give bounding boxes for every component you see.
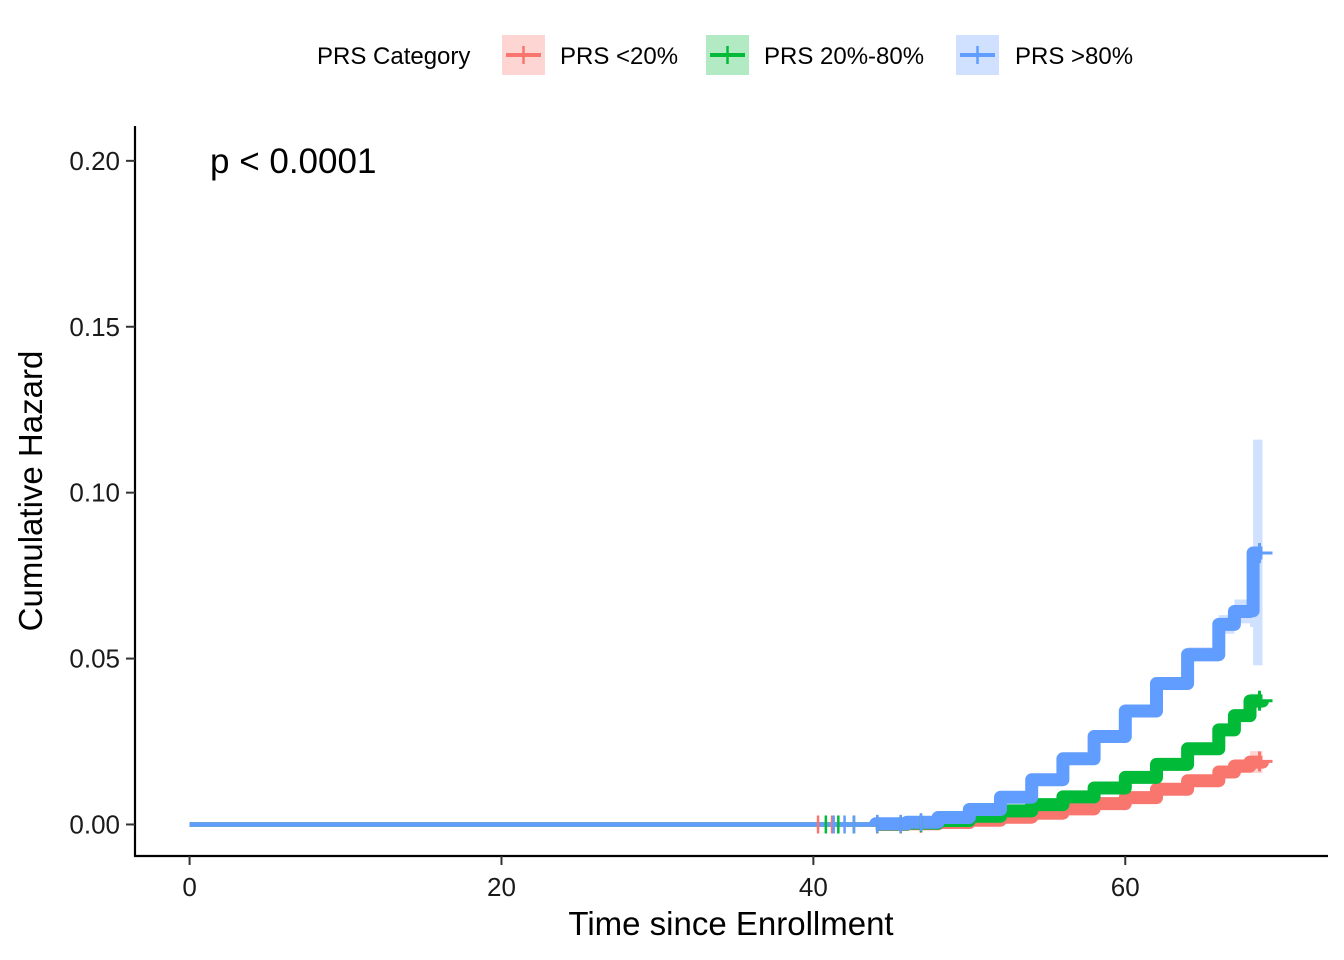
y-axis-title: Cumulative Hazard [12, 351, 49, 632]
p-value-annotation: p < 0.0001 [210, 142, 376, 181]
y-tick-label: 0.20 [69, 146, 120, 176]
y-tick-label: 0.00 [69, 809, 120, 839]
legend-title: PRS Category [317, 43, 470, 70]
x-axis-ticks: 0 20 40 60 [182, 856, 1140, 902]
x-tick-label: 20 [487, 872, 516, 902]
x-tick-label: 0 [182, 872, 196, 902]
legend-label-prs-20-: PRS <20% [560, 43, 678, 70]
hazard-lines [189, 546, 1269, 831]
ci-band-prs-80- [189, 439, 1263, 825]
legend: PRS Category PRS <20% PRS 20%-80% PRS >80% [317, 35, 1133, 75]
line-prs-80- [189, 550, 1263, 827]
legend-label-prs-80-: PRS >80% [1015, 43, 1133, 70]
y-tick-label: 0.10 [69, 478, 120, 508]
y-axis-ticks: 0.00 0.05 0.10 0.15 0.20 [69, 146, 135, 839]
x-tick-label: 60 [1111, 872, 1140, 902]
x-axis-title: Time since Enrollment [568, 905, 893, 942]
censor-marks [816, 543, 1273, 834]
y-tick-label: 0.05 [69, 644, 120, 674]
confidence-bands [189, 439, 1263, 825]
y-tick-label: 0.15 [69, 312, 120, 342]
legend-label-prs-20-80-: PRS 20%-80% [764, 43, 924, 70]
x-tick-label: 40 [799, 872, 828, 902]
